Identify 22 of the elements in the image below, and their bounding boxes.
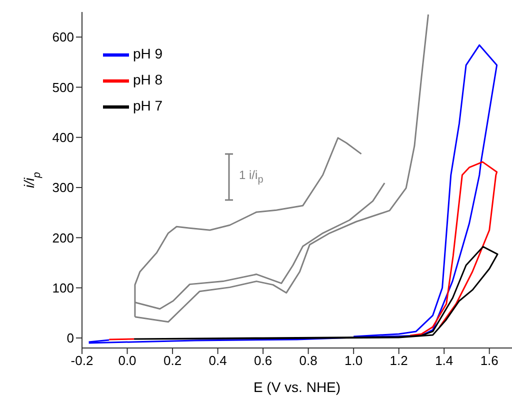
x-tick-label: 0.8 (299, 353, 318, 368)
x-tick-label: 1.2 (390, 353, 408, 368)
legend-label: pH 8 (133, 72, 163, 88)
legend-label: pH 7 (133, 98, 163, 114)
x-axis-title: E (V vs. NHE) (253, 379, 341, 395)
x-tick-label: 0.4 (208, 353, 227, 368)
y-tick-label: 300 (52, 180, 74, 196)
y-tick-label: 400 (52, 130, 74, 145)
y-tick-label: 0 (66, 330, 74, 346)
x-tick-label: 1.0 (344, 353, 363, 368)
x-tick-label: 1.6 (480, 353, 498, 368)
y-tick-label: 600 (52, 30, 74, 45)
x-tick-label: 0.2 (163, 353, 182, 368)
annotation: 1 i/i$_{p}$ (239, 168, 264, 186)
x-tick-label: 0.0 (118, 353, 136, 368)
legend-label: pH 9 (133, 46, 163, 62)
x-tick-label: 1.4 (435, 353, 454, 368)
y-tick-label: 500 (52, 80, 74, 95)
y-tick-label: 200 (52, 230, 74, 246)
x-tick-label: 0.6 (254, 353, 272, 368)
x-tick-label: -0.2 (70, 353, 94, 368)
y-tick-label: 100 (52, 280, 74, 296)
